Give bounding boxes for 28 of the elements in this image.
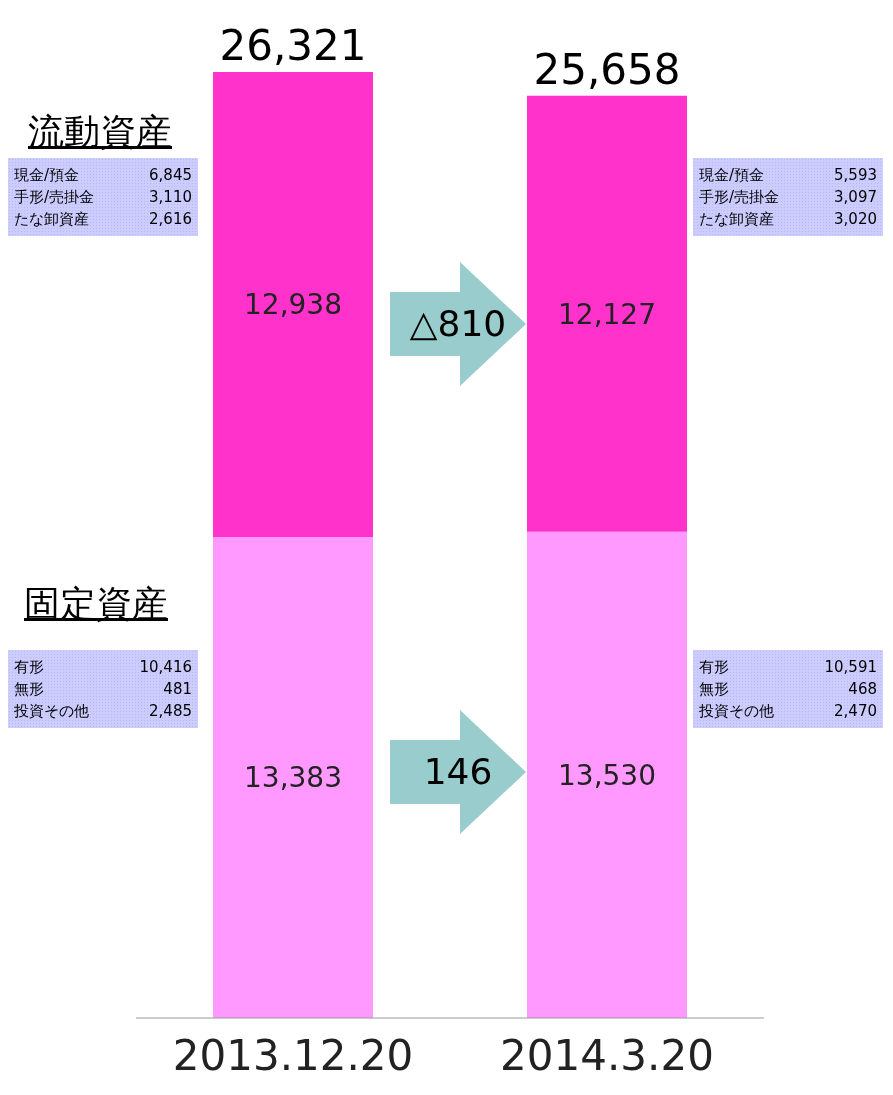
bar (527, 531, 687, 1018)
text: 投資その他 2,470 (699, 702, 877, 720)
text: 手形/売掛金 3,097 (699, 188, 877, 206)
text: 有形 10,416 (14, 658, 192, 676)
x-tick-label: 2014.3.20 (500, 1030, 714, 1080)
bar (213, 72, 373, 537)
series-label: 固定資産 (24, 582, 168, 626)
data-label: 13,530 (558, 758, 656, 792)
text: 手形/売掛金 3,110 (14, 188, 192, 206)
annotation: △810 (408, 302, 508, 346)
x-tick-label: 2013.12.20 (172, 1030, 414, 1080)
data-label: 12,127 (558, 297, 656, 331)
text: たな卸資産 3,020 (699, 210, 877, 228)
bar (527, 95, 687, 532)
text: 有形 10,591 (699, 658, 877, 676)
annotation: 146 (422, 750, 494, 794)
bar (213, 537, 373, 1018)
total-label: 25,658 (533, 44, 681, 94)
text: 投資その他 2,485 (14, 702, 192, 720)
series-label: 流動資産 (28, 110, 172, 154)
text: 無形 468 (699, 680, 877, 698)
text: たな卸資産 2,616 (14, 210, 192, 228)
data-label: 12,938 (244, 288, 342, 322)
total-label: 26,321 (219, 21, 367, 70)
text: 現金/預金 5,593 (699, 166, 877, 184)
text: 無形 481 (14, 680, 192, 698)
data-label: 13,383 (244, 761, 342, 795)
text: 現金/預金 6,845 (14, 166, 192, 184)
